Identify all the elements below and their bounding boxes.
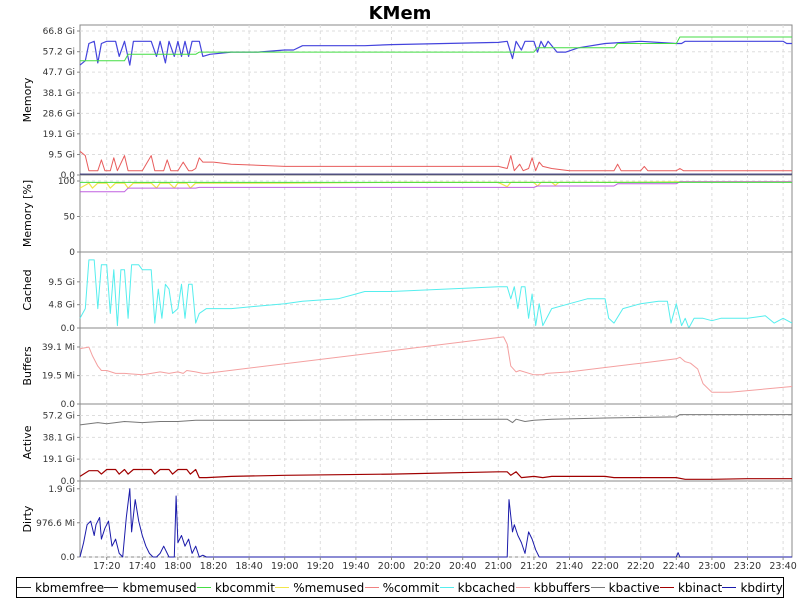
series-line-kbcached — [79, 259, 793, 329]
y-tick-label: 50 — [64, 213, 76, 223]
panel-frame — [79, 174, 793, 253]
legend-item: kbinact — [659, 580, 723, 595]
x-tick-label: 18:20 — [200, 561, 227, 572]
legend-label: kbactive — [608, 580, 660, 595]
chart-title: KMem — [368, 3, 432, 24]
x-tick-label: 17:20 — [93, 561, 120, 572]
y-tick-label: 1.9 Gi — [48, 485, 75, 495]
x-tick-label: 21:40 — [556, 561, 583, 572]
panel-frame — [79, 480, 793, 558]
legend-item: kbbuffers — [515, 580, 591, 595]
legend-item: kbcommit — [196, 580, 275, 595]
legend-item: kbmemfree — [17, 581, 104, 595]
y-tick-label: 57.2 Gi — [43, 411, 75, 421]
legend-label: kbdirty — [740, 580, 783, 595]
y-tick-label: 19.1 Gi — [43, 455, 75, 465]
y-axis-label: Memory — [21, 77, 34, 122]
x-tick-label: 20:00 — [378, 561, 405, 572]
y-tick-label: 0 — [69, 248, 75, 258]
legend-swatch — [104, 587, 119, 588]
legend-label: kbbuffers — [533, 580, 591, 595]
series-line-kbactive — [79, 414, 792, 426]
chart-legend: kbmemfree kbmemused kbcommit %memused %commi… — [16, 577, 784, 598]
y-axis-label: Cached — [21, 269, 34, 310]
y-tick-label: 38.1 Gi — [43, 89, 75, 99]
legend-label: kbcommit — [214, 580, 275, 595]
y-tick-label: 66.8 Gi — [43, 27, 75, 37]
x-tick-label: 21:00 — [485, 561, 512, 572]
legend-swatch — [439, 587, 454, 588]
legend-swatch — [659, 587, 674, 588]
legend-label: %memused — [293, 580, 365, 595]
x-tick-label: 22:40 — [663, 561, 690, 572]
legend-item: kbcached — [439, 580, 516, 595]
y-tick-label: 19.5 Mi — [42, 372, 75, 382]
legend-swatch — [364, 587, 379, 588]
legend-label: kbmemused — [122, 580, 197, 595]
legend-swatch — [722, 587, 737, 588]
legend-label: kbmemfree — [35, 580, 105, 595]
y-tick-label: 0.0 — [61, 400, 76, 410]
panel-frame — [79, 24, 793, 176]
panel-frame — [79, 327, 793, 405]
y-tick-label: 0.0 — [61, 324, 76, 334]
legend-swatch — [515, 587, 530, 588]
y-tick-label: 100 — [58, 177, 75, 187]
x-tick-label: 23:20 — [734, 561, 761, 572]
x-tick-label: 18:00 — [164, 561, 191, 572]
y-tick-label: 0.0 — [61, 477, 76, 487]
legend-label: %commit — [382, 580, 440, 595]
x-tick-label: 22:20 — [627, 561, 654, 572]
y-axis-label: Memory [%] — [21, 180, 34, 247]
legend-item: %commit — [364, 580, 440, 595]
y-tick-label: 0.0 — [61, 553, 76, 563]
x-tick-label: 19:40 — [342, 561, 369, 572]
y-tick-label: 976.6 Mi — [36, 519, 75, 529]
legend-item: kbdirty — [722, 580, 783, 595]
x-tick-label: 22:00 — [591, 561, 618, 572]
legend-label: kbinact — [677, 580, 723, 595]
y-tick-label: 9.5 Gi — [48, 151, 75, 161]
x-tick-label: 20:40 — [449, 561, 476, 572]
y-tick-label: 9.5 Gi — [48, 278, 75, 288]
y-tick-label: 0.0 — [61, 171, 76, 181]
y-tick-label: 39.1 Mi — [42, 343, 75, 353]
x-tick-label: 23:00 — [698, 561, 725, 572]
y-tick-label: 38.1 Gi — [43, 433, 75, 443]
x-tick-label: 17:40 — [129, 561, 156, 572]
x-tick-label: 23:40 — [769, 561, 796, 572]
series-line-violet — [80, 181, 792, 193]
x-tick-label: 20:20 — [413, 561, 440, 572]
series-line-kbinact — [79, 468, 792, 480]
y-tick-label: 19.1 Gi — [43, 130, 75, 140]
legend-swatch — [17, 587, 32, 588]
x-tick-label: 19:00 — [271, 561, 298, 572]
y-tick-label: 47.7 Gi — [43, 68, 75, 78]
series-line-kbcommit — [80, 36, 792, 62]
legend-swatch — [590, 587, 605, 588]
legend-label: kbcached — [457, 580, 516, 595]
series-line-kbmemused — [79, 40, 792, 66]
series-line-kbdirty — [79, 488, 792, 558]
x-tick-label: 18:40 — [235, 561, 262, 572]
y-tick-label: 4.8 Gi — [48, 301, 75, 311]
legend-item: kbmemused — [104, 580, 197, 595]
y-tick-label: 28.6 Gi — [43, 109, 75, 119]
series-line-%commit — [79, 150, 792, 172]
legend-item: kbactive — [590, 580, 660, 595]
series-line-kbbuffers — [79, 336, 793, 393]
legend-swatch — [196, 587, 211, 588]
y-tick-label: 57.2 Gi — [43, 48, 75, 58]
x-tick-label: 19:20 — [307, 561, 334, 572]
x-tick-label: 21:20 — [520, 561, 547, 572]
y-axis-label: Active — [21, 425, 34, 459]
legend-swatch — [275, 587, 290, 588]
y-axis-label: Buffers — [21, 346, 34, 385]
y-axis-label: Dirty — [21, 505, 34, 532]
legend-item: %memused — [275, 581, 364, 595]
